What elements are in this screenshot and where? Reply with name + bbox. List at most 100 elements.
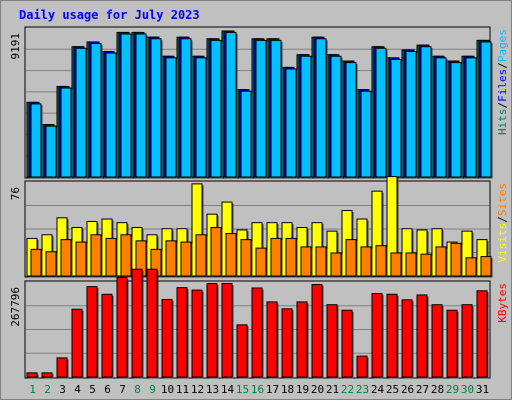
- x-tick-label-9: 9: [149, 383, 156, 396]
- bar-sites-day-23: [360, 246, 372, 277]
- bar-sites-day-29: [450, 242, 462, 277]
- x-tick-label-14: 14: [221, 383, 235, 396]
- bar-pages-day-28: [435, 57, 447, 178]
- bar-pages-day-23: [360, 90, 372, 178]
- bar-pages-day-12: [195, 57, 207, 178]
- bar-kbytes-day-22: [341, 309, 353, 378]
- bar-kbytes-day-7: [116, 277, 128, 378]
- bar-pages-day-30: [465, 57, 477, 178]
- legend-item: Visits: [496, 223, 509, 263]
- bar-pages-day-4: [75, 47, 87, 178]
- bar-kbytes-day-8: [131, 268, 143, 378]
- x-tick-label-29: 29: [446, 383, 459, 396]
- bar-pages-day-6: [105, 52, 117, 178]
- bar-sites-day-3: [60, 239, 72, 277]
- bar-sites-day-28: [435, 246, 447, 277]
- bar-pages-day-21: [330, 55, 342, 178]
- kbytes-panel: 267796 KBytes: [9, 268, 509, 379]
- bar-sites-day-20: [315, 246, 327, 277]
- bar-kbytes-day-15: [236, 324, 248, 378]
- kbytes-panel-max-label: 267796: [9, 287, 22, 327]
- x-tick-label-11: 11: [176, 383, 189, 396]
- bar-sites-day-16: [255, 247, 267, 277]
- bar-sites-day-24: [375, 245, 387, 277]
- bar-kbytes-day-1: [26, 372, 38, 378]
- bar-sites-day-14: [225, 233, 237, 277]
- bar-kbytes-day-5: [86, 286, 98, 378]
- bar-pages-day-9: [150, 38, 162, 178]
- bar-kbytes-day-14: [221, 282, 233, 378]
- bar-kbytes-day-24: [371, 293, 383, 378]
- hits-panel-legend: Hits/Files/Pages: [496, 29, 509, 135]
- bar-sites-day-1: [30, 248, 42, 277]
- bar-kbytes-day-27: [416, 294, 428, 378]
- bar-pages-day-15: [240, 90, 252, 178]
- bar-kbytes-day-13: [206, 282, 218, 378]
- x-tick-label-24: 24: [371, 383, 385, 396]
- bar-kbytes-day-20: [311, 284, 323, 378]
- bar-pages-day-25: [390, 58, 402, 178]
- x-tick-label-21: 21: [326, 383, 339, 396]
- x-tick-label-15: 15: [236, 383, 249, 396]
- x-tick-label-16: 16: [251, 383, 264, 396]
- bar-pages-day-10: [165, 57, 177, 178]
- bar-sites-day-12: [195, 234, 207, 277]
- bar-kbytes-day-2: [41, 372, 53, 378]
- x-tick-label-6: 6: [104, 383, 111, 396]
- bar-kbytes-day-21: [326, 304, 338, 378]
- bar-sites-day-6: [105, 237, 117, 277]
- bar-pages-day-27: [420, 46, 432, 178]
- x-tick-label-17: 17: [266, 383, 279, 396]
- bar-pages-day-18: [285, 68, 297, 178]
- bar-sites-day-19: [300, 246, 312, 277]
- bar-sites-day-30: [465, 257, 477, 277]
- legend-item: Pages: [496, 29, 509, 62]
- legend-item: /: [496, 216, 509, 223]
- x-tick-label-13: 13: [206, 383, 219, 396]
- x-tick-label-12: 12: [191, 383, 204, 396]
- bar-sites-day-5: [90, 234, 102, 277]
- bar-kbytes-day-11: [176, 287, 188, 378]
- bar-sites-day-13: [210, 227, 222, 277]
- bar-sites-day-27: [420, 253, 432, 277]
- legend-item: /: [496, 102, 509, 109]
- bar-kbytes-day-9: [146, 268, 158, 378]
- bar-pages-day-7: [120, 33, 132, 178]
- x-tick-label-1: 1: [29, 383, 36, 396]
- bar-sites-day-4: [75, 241, 87, 277]
- x-tick-label-20: 20: [311, 383, 324, 396]
- x-tick-label-30: 30: [461, 383, 474, 396]
- bar-pages-day-20: [315, 38, 327, 178]
- bar-kbytes-day-12: [191, 289, 203, 378]
- visits-panel-legend: Visits/Sites: [496, 183, 509, 263]
- bar-pages-day-17: [270, 39, 282, 178]
- bar-sites-day-21: [330, 252, 342, 277]
- bar-pages-day-3: [60, 87, 72, 178]
- x-tick-label-18: 18: [281, 383, 294, 396]
- legend-item: Sites: [496, 183, 509, 216]
- bar-kbytes-day-29: [446, 309, 458, 378]
- bar-kbytes-day-3: [56, 357, 68, 378]
- x-tick-label-8: 8: [134, 383, 141, 396]
- bar-sites-day-17: [270, 237, 282, 277]
- bar-sites-day-26: [405, 252, 417, 277]
- x-tick-label-10: 10: [161, 383, 174, 396]
- x-tick-label-7: 7: [119, 383, 126, 396]
- bar-pages-day-5: [90, 43, 102, 178]
- bar-kbytes-day-25: [386, 293, 398, 378]
- x-tick-label-27: 27: [416, 383, 429, 396]
- x-tick-label-3: 3: [59, 383, 66, 396]
- bar-sites-day-10: [165, 240, 177, 277]
- legend-item: Files: [496, 69, 509, 102]
- bar-sites-day-31: [480, 256, 492, 277]
- bar-kbytes-day-31: [476, 290, 488, 378]
- visits-panel: 76 Visits/Sites: [9, 176, 509, 278]
- x-tick-label-4: 4: [74, 383, 81, 396]
- bar-pages-day-16: [255, 39, 267, 178]
- bar-kbytes-day-19: [296, 301, 308, 378]
- bar-sites-day-22: [345, 239, 357, 277]
- x-tick-label-25: 25: [386, 383, 399, 396]
- legend-item: KBytes: [496, 283, 509, 323]
- bar-kbytes-day-4: [71, 308, 83, 378]
